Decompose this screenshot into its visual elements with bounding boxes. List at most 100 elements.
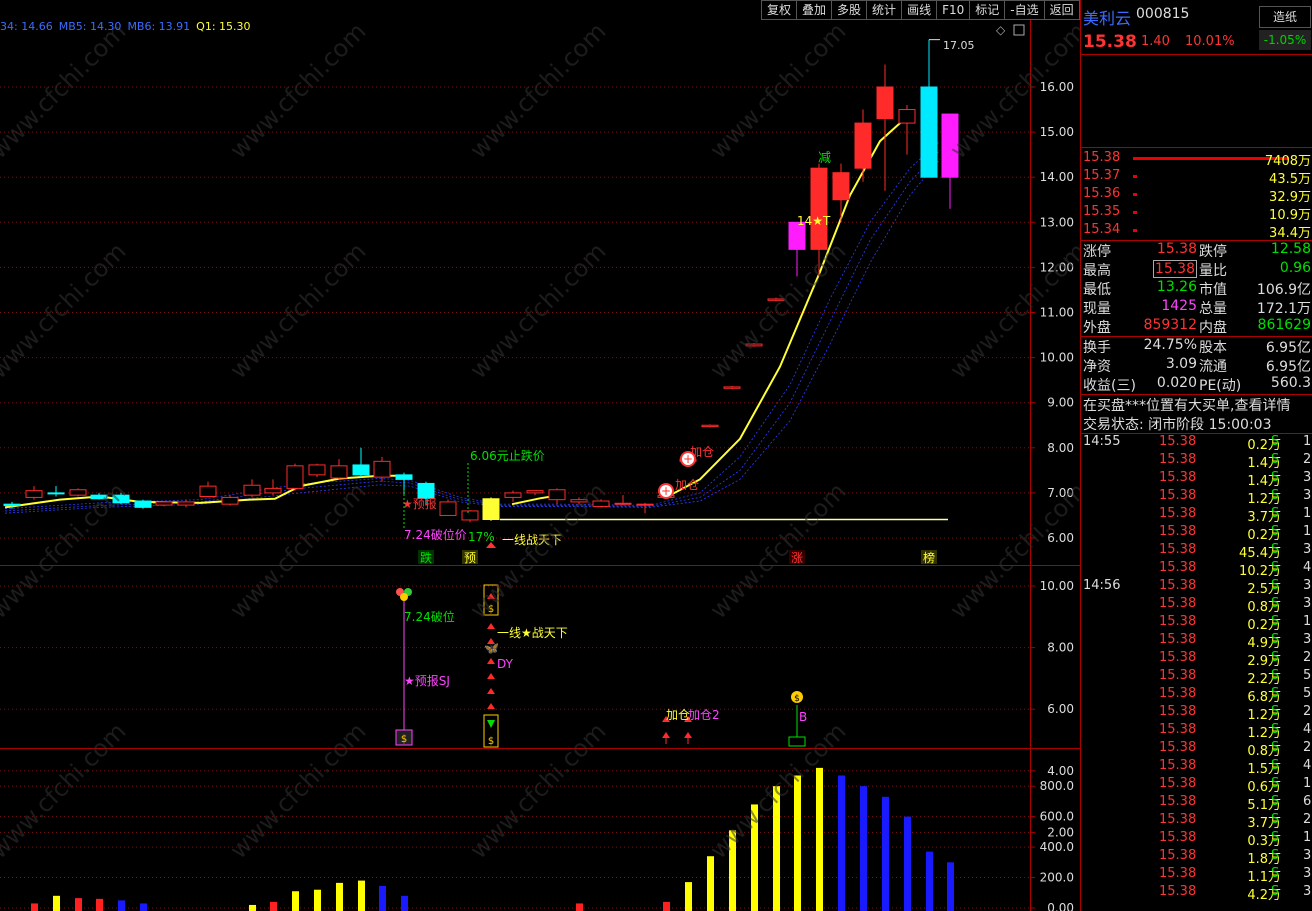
order-book-price: 15.35 [1083,204,1121,219]
tick-count: 3 [1303,596,1312,611]
candle-body [134,500,152,508]
candle-body [570,499,588,503]
toolbar-button-1[interactable]: 叠加 [796,0,833,20]
industry-tag-button[interactable]: 造纸 [1259,6,1311,28]
toolbar-button-4[interactable]: 画线 [901,0,938,20]
volume-bar [53,895,60,911]
indicator-b-base [788,736,806,747]
tick-row: 15.38 2.2万 S 5 [1081,668,1312,687]
tick-list[interactable]: 14:55 15.38 0.2万 S 1 15.38 1.4万 S 2 15.38 1.4万 S 3 15… [1081,433,1312,903]
stats-label: 流通 [1199,359,1227,375]
watermark: www.cfchi.com [944,477,1080,624]
up-arrow-icon [486,542,496,548]
signal-arrow-icon [487,593,495,599]
tick-time: 14:55 [1083,434,1121,449]
stats-row: 换手 24.75% 股本 6.95亿 [1081,337,1312,356]
q1-line-segment-3 [665,117,906,499]
toolbar-button-2[interactable]: 多股 [831,0,868,20]
tick-price: 15.38 [1159,524,1197,539]
tick-side: S [1271,452,1280,467]
stats-label: 跌停 [1199,244,1227,260]
kline-chart-area[interactable]: 16.00 15.00 14.00 13.00 12.00 11.00 10.00 9.00 8… [0,0,1080,911]
signal-arrow-icon [487,673,495,679]
volume-bar [358,880,365,911]
candle-body [3,503,21,507]
tick-side: S [1271,794,1280,809]
toolbar-button-7[interactable]: -自选 [1004,0,1045,20]
tick-time: 14:56 [1083,578,1121,593]
stats-label: 现量 [1083,301,1111,317]
big-order-notice[interactable]: 在买盘***位置有大买单,查看详情 [1083,398,1291,414]
tick-price: 15.38 [1159,650,1197,665]
tick-volume: 1.4万 [1247,456,1281,471]
volume-bar [96,898,103,911]
stats-value: 6.95亿 [1265,359,1311,375]
price-tick-label: 11.00 [1040,306,1074,320]
order-book-row[interactable]: 15.38 7408万 [1081,150,1312,169]
tick-side: S [1271,776,1280,791]
watermark: www.cfchi.com [464,237,611,384]
tick-side: S [1271,506,1280,521]
watermark: www.cfchi.com [464,17,611,164]
tick-volume: 45.4万 [1239,546,1281,561]
tick-count: 3 [1303,578,1312,593]
order-book-row[interactable]: 15.37 43.5万 [1081,168,1312,187]
money-bag-icon [395,729,413,746]
tick-count: 1 [1303,776,1312,791]
toolbar-button-3[interactable]: 统计 [866,0,903,20]
stock-name: 美利云 [1083,9,1132,28]
tick-side: S [1271,524,1280,539]
stats-value: 6.95亿 [1265,340,1311,356]
add-position-icon [658,483,674,499]
order-book-row[interactable]: 15.36 32.9万 [1081,186,1312,205]
stats-label: 总量 [1199,301,1227,317]
volume-bar [816,767,823,911]
order-book-row[interactable]: 15.35 10.9万 [1081,204,1312,223]
tick-volume: 2.2万 [1247,672,1281,687]
tick-row: 14:56 15.38 2.5万 S 3 [1081,578,1312,597]
tick-row: 15.38 3.7万 S 2 [1081,812,1312,831]
stats-row: 最低 13.26 市值 106.9亿 [1081,279,1312,298]
watermark: www.cfchi.com [224,237,371,384]
indicator-break-label: 7.24破位 [404,609,455,624]
tick-volume: 10.2万 [1239,564,1281,579]
tick-count: 3 [1303,884,1312,899]
stats-label: 收益(三) [1083,378,1136,394]
stats-value: 861629 [1257,317,1311,333]
tick-count: 5 [1303,668,1312,683]
stats-label: 外盘 [1083,320,1111,336]
order-book-row[interactable]: 15.34 34.4万 [1081,222,1312,241]
toolbar-button-8[interactable]: 返回 [1043,0,1080,20]
watermark: www.cfchi.com [704,17,851,164]
toolbar-button-5[interactable]: F10 [936,0,971,20]
toolbar-button-0[interactable]: 复权 [761,0,798,20]
stats-value: 1425 [1161,298,1197,314]
tick-row: 15.38 4.2万 S 3 [1081,884,1312,903]
tick-volume: 4.9万 [1247,636,1281,651]
volume-bar [576,903,583,911]
candle-body [526,490,544,494]
candle-body [177,501,195,506]
toolbar-button-6[interactable]: 标记 [969,0,1006,20]
candle-body [767,298,785,301]
order-book-bar [1133,193,1137,196]
tick-count: 3 [1303,470,1312,485]
tick-side: S [1271,578,1280,593]
price-tick-label: 14.00 [1040,170,1074,184]
quote-header: 美利云 000815 造纸 15.38 1.40 10.01% -1.05% [1081,0,1312,55]
volume-bar [882,796,889,911]
tick-volume: 5.1万 [1247,798,1281,813]
volume-bar [904,816,911,911]
tick-volume: 3.7万 [1247,816,1281,831]
watermark: www.cfchi.com [0,17,131,164]
volume-bar [118,900,125,911]
tick-side: S [1271,722,1280,737]
stats-label: 最低 [1083,282,1111,298]
volume-bar [401,895,408,911]
tick-side: S [1271,866,1280,881]
signal-arrow-icon [487,623,495,629]
ma-legend: 34: 14.66 MB5: 14.30 MB6: 13.91 Q1: 15.30 [0,20,257,33]
buy-book: 15.38 7408万 15.37 43.5万 15.36 32.9万 15.35 10.9万… [1081,148,1312,241]
tick-count: 1 [1303,506,1312,521]
tick-row: 15.38 3.7万 S 1 [1081,506,1312,525]
